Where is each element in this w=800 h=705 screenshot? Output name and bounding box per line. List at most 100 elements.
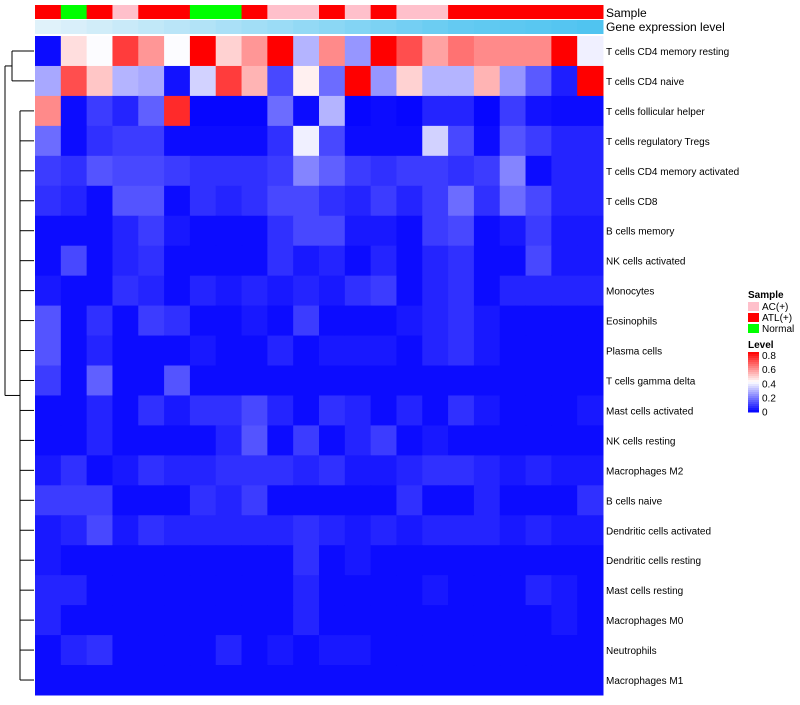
heatmap-cell: [577, 245, 604, 277]
heatmap-cell: [473, 365, 501, 396]
expression-annotation-cell: [60, 20, 88, 34]
heatmap-cell: [396, 155, 423, 187]
heatmap-cell: [293, 575, 320, 606]
heatmap-cell: [164, 635, 191, 666]
sample-annotation-cell: [189, 5, 217, 19]
heatmap-cell: [138, 275, 165, 307]
colorbar-segment: [748, 408, 759, 411]
heatmap-cell: [396, 245, 423, 277]
legend-swatch-normal: [748, 324, 759, 333]
heatmap-cell: [138, 335, 165, 366]
row-label: Macrophages M0: [606, 616, 684, 627]
heatmap-cell: [473, 335, 501, 366]
heatmap-cell: [35, 65, 62, 97]
heatmap-cell: [241, 365, 268, 396]
heatmap-cell: [293, 185, 320, 217]
heatmap-cell: [86, 545, 113, 576]
heatmap-cell: [293, 485, 320, 516]
heatmap-cell: [499, 575, 527, 606]
heatmap-cell: [319, 215, 346, 247]
heatmap-cell: [293, 36, 320, 67]
heatmap-cell: [577, 305, 604, 337]
row-label: Dendritic cells activated: [606, 526, 711, 537]
heatmap-cell: [370, 455, 397, 486]
heatmap-cell: [422, 635, 449, 666]
heatmap-cell: [370, 515, 397, 546]
heatmap-cell: [577, 95, 604, 127]
heatmap-cell: [138, 215, 165, 247]
heatmap-cell: [525, 95, 552, 127]
heatmap-cell: [551, 95, 578, 127]
expression-annotation-cell: [164, 20, 191, 34]
heatmap-cell: [138, 485, 165, 516]
annotation-title-sample: Sample: [606, 6, 647, 20]
heatmap-cell: [448, 665, 475, 696]
colorbar-segment: [748, 410, 759, 413]
heatmap-cell: [267, 395, 294, 426]
heatmap-cell: [60, 665, 88, 696]
heatmap-cell: [370, 365, 397, 396]
heatmap-cell: [396, 485, 423, 516]
heatmap-cell: [267, 155, 294, 187]
heatmap-cell: [215, 575, 243, 606]
heatmap-cell: [396, 36, 423, 67]
colorbar-segment: [748, 352, 759, 355]
heatmap-cell: [241, 185, 268, 217]
heatmap-cell: [215, 95, 243, 127]
colorbar-segment: [748, 386, 759, 389]
heatmap-cell: [499, 485, 527, 516]
heatmap-cell: [267, 95, 294, 127]
heatmap-cell: [422, 515, 449, 546]
heatmap-cell: [499, 95, 527, 127]
expression-annotation-cell: [577, 20, 604, 34]
heatmap-cell: [215, 275, 243, 307]
heatmap-cell: [473, 545, 501, 576]
heatmap-cell: [499, 665, 527, 696]
heatmap-cell: [35, 185, 62, 217]
heatmap-cells: [35, 36, 604, 696]
heatmap-cell: [319, 425, 346, 456]
heatmap-cell: [551, 305, 578, 337]
legend-swatch-atl: [748, 313, 759, 322]
heatmap-cell: [189, 125, 217, 157]
heatmap-cell: [189, 425, 217, 456]
heatmap-cell: [215, 125, 243, 157]
heatmap-cell: [86, 575, 113, 606]
row-label: T cells CD4 naive: [606, 77, 685, 88]
heatmap-cell: [112, 185, 139, 217]
heatmap-cell: [164, 275, 191, 307]
heatmap-cell: [319, 155, 346, 187]
heatmap-cell: [86, 485, 113, 516]
heatmap-cell: [473, 485, 501, 516]
legend-sample-title: Sample: [748, 290, 784, 301]
heatmap-cell: [422, 125, 449, 157]
colorbar-segment: [748, 382, 759, 385]
heatmap-cell: [112, 425, 139, 456]
heatmap-cell: [138, 635, 165, 666]
row-label: Macrophages M2: [606, 466, 684, 477]
heatmap-cell: [60, 575, 88, 606]
heatmap-cell: [551, 65, 578, 97]
heatmap-cell: [551, 275, 578, 307]
heatmap-cell: [35, 95, 62, 127]
heatmap-cell: [267, 575, 294, 606]
legend-label-ac: AC(+): [762, 302, 788, 313]
heatmap-cell: [241, 575, 268, 606]
heatmap-cell: [499, 545, 527, 576]
heatmap-cell: [215, 395, 243, 426]
heatmap-cell: [267, 545, 294, 576]
row-label: NK cells activated: [606, 257, 685, 268]
heatmap-cell: [138, 425, 165, 456]
heatmap-cell: [448, 485, 475, 516]
heatmap-cell: [396, 365, 423, 396]
heatmap-cell: [422, 215, 449, 247]
heatmap-cell: [241, 335, 268, 366]
heatmap-cell: [164, 215, 191, 247]
heatmap-cell: [422, 155, 449, 187]
heatmap-cell: [215, 515, 243, 546]
heatmap-cell: [473, 245, 501, 277]
colorbar-segment: [748, 378, 759, 381]
colorbar-segment: [748, 392, 759, 395]
heatmap-cell: [525, 245, 552, 277]
heatmap-cell: [293, 305, 320, 337]
